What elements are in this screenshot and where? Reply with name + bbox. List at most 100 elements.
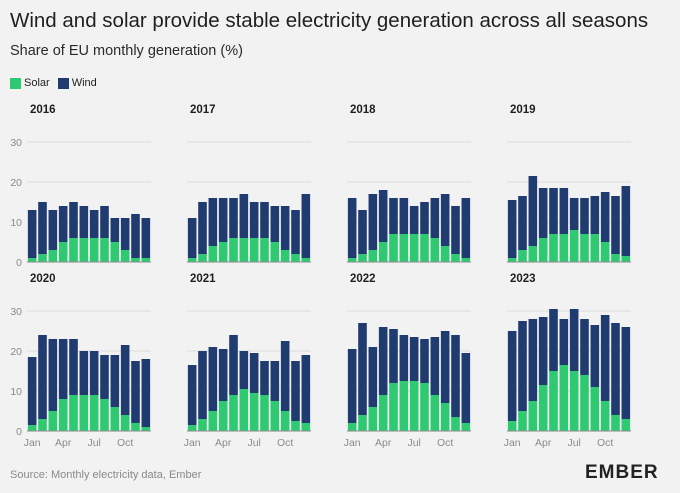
bar-solar	[198, 419, 207, 431]
bar-solar	[291, 421, 300, 431]
bar-solar	[409, 234, 419, 262]
bar-wind	[249, 202, 259, 238]
bar-solar	[141, 427, 151, 431]
bar-wind	[559, 319, 569, 365]
bar-solar	[378, 395, 388, 431]
bar-wind	[507, 331, 517, 421]
bar-solar	[590, 234, 600, 262]
bar-wind	[549, 188, 558, 234]
bar-solar	[48, 250, 58, 262]
legend-item-wind: Wind	[57, 77, 97, 89]
bar-solar	[507, 258, 517, 262]
bar-wind	[38, 202, 47, 254]
bar-solar	[249, 238, 259, 262]
bar-wind	[141, 359, 151, 427]
bar-solar	[48, 411, 58, 431]
bar-wind	[291, 210, 300, 254]
bar-wind	[187, 365, 197, 425]
x-tick-label: Jan	[184, 437, 201, 449]
bar-solar	[528, 246, 538, 262]
bar-wind	[559, 188, 569, 234]
x-tick-label: Jan	[504, 437, 521, 449]
bar-solar	[100, 399, 109, 431]
bar-solar	[291, 254, 300, 262]
bar-solar	[507, 421, 517, 431]
panel-title-2019: 2019	[510, 104, 536, 116]
legend-swatch-solar	[10, 77, 21, 89]
bar-solar	[131, 423, 140, 431]
bar-wind	[621, 186, 631, 256]
bar-solar	[621, 419, 631, 431]
bar-solar	[89, 238, 99, 262]
bar-solar	[58, 242, 68, 262]
bar-wind	[528, 176, 538, 246]
bar-solar	[368, 407, 378, 431]
bar-wind	[239, 194, 249, 238]
bar-wind	[409, 337, 419, 381]
bar-wind	[208, 347, 218, 411]
bar-solar	[38, 254, 47, 262]
panel-title-2017: 2017	[190, 104, 216, 116]
x-tick-label: Apr	[55, 437, 72, 449]
bar-wind	[260, 361, 269, 395]
bar-solar	[187, 258, 197, 262]
bar-wind	[580, 198, 589, 234]
bar-wind	[100, 355, 109, 399]
panel-title-2021: 2021	[190, 273, 216, 285]
bar-wind	[69, 202, 78, 238]
legend-label-solar: Solar	[24, 77, 50, 89]
bar-wind	[590, 196, 600, 234]
bar-wind	[69, 339, 78, 395]
bar-wind	[358, 323, 367, 415]
bar-wind	[120, 345, 130, 415]
bar-wind	[239, 351, 249, 389]
bar-wind	[79, 206, 89, 238]
bar-wind	[621, 327, 631, 419]
bar-solar	[569, 371, 579, 431]
chart-subtitle: Share of EU monthly generation (%)	[10, 43, 243, 59]
bar-wind	[528, 319, 538, 401]
bar-wind	[58, 206, 68, 242]
x-tick-label: Oct	[277, 437, 293, 449]
bar-wind	[48, 339, 58, 411]
bar-solar	[79, 238, 89, 262]
bar-wind	[507, 200, 517, 258]
y-tick-label: 30	[10, 306, 22, 318]
bar-wind	[611, 323, 620, 415]
bar-wind	[218, 349, 228, 401]
bar-wind	[198, 202, 207, 254]
bar-solar	[69, 238, 78, 262]
bar-wind	[347, 198, 357, 258]
bar-solar	[229, 238, 238, 262]
bar-solar	[58, 399, 68, 431]
bar-solar	[461, 423, 471, 431]
bar-wind	[301, 194, 311, 258]
bar-solar	[270, 401, 280, 431]
bar-solar	[611, 415, 620, 431]
panel-title-2018: 2018	[350, 104, 376, 116]
bar-solar	[218, 401, 228, 431]
bar-solar	[569, 230, 579, 262]
bar-wind	[131, 361, 140, 423]
legend-item-solar: Solar	[10, 77, 50, 89]
bar-wind	[538, 188, 548, 238]
bar-wind	[48, 210, 58, 250]
bar-solar	[260, 238, 269, 262]
bar-solar	[347, 423, 357, 431]
legend-swatch-wind	[57, 77, 69, 89]
x-tick-label: Apr	[535, 437, 552, 449]
bar-wind	[378, 327, 388, 395]
bar-solar	[580, 234, 589, 262]
bar-wind	[229, 198, 238, 238]
bar-wind	[440, 194, 450, 246]
bar-solar	[420, 383, 429, 431]
x-tick-label: Jan	[24, 437, 41, 449]
x-tick-label: Jan	[344, 437, 361, 449]
source-note: Source: Monthly electricity data, Ember	[10, 469, 202, 481]
bar-solar	[89, 395, 99, 431]
bar-solar	[280, 411, 290, 431]
panel-title-2020: 2020	[30, 273, 56, 285]
y-tick-label: 0	[16, 426, 22, 438]
bar-solar	[461, 258, 471, 262]
